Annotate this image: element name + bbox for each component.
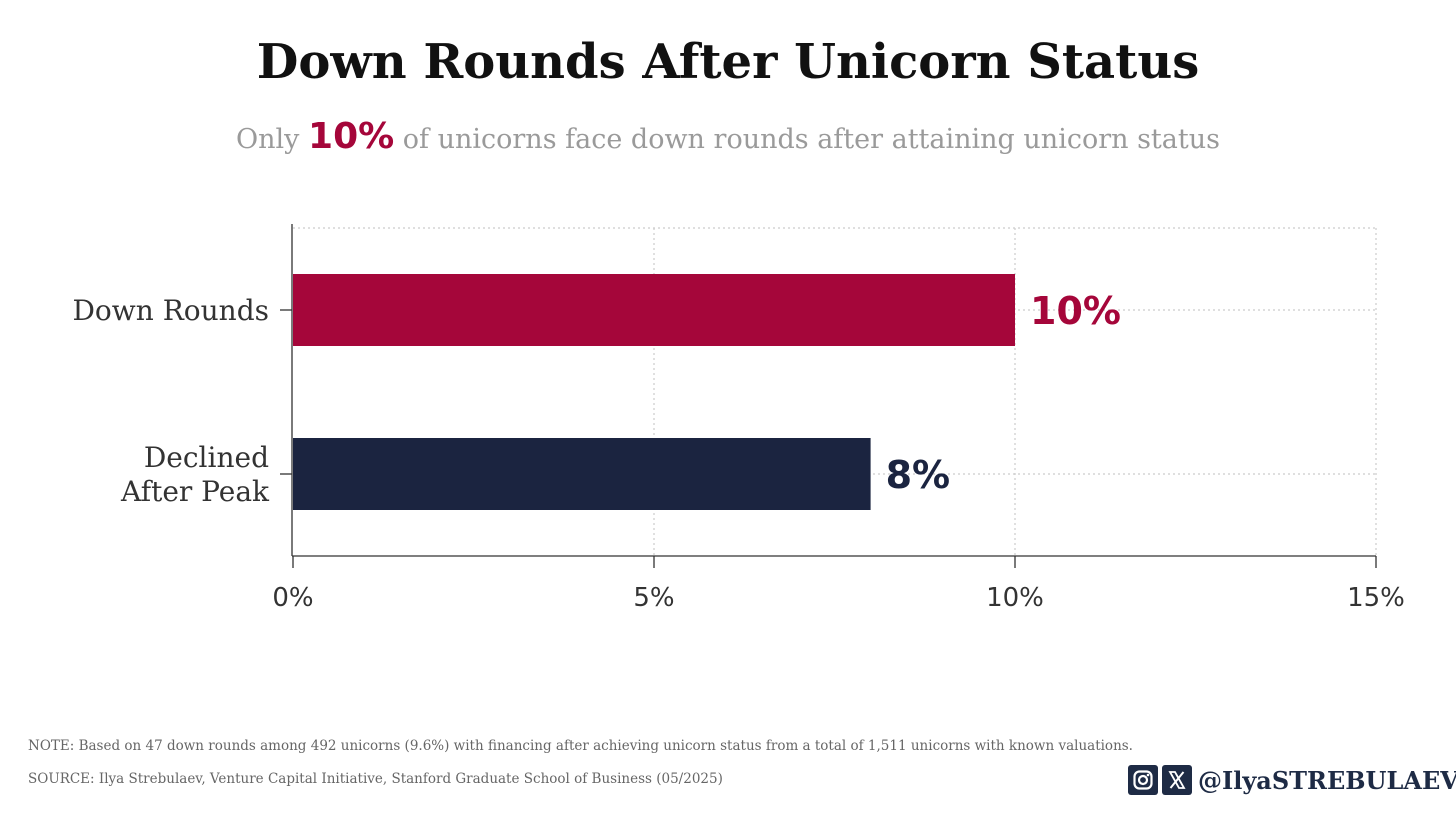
social-handle-text: @IlyaSTREBULAEV bbox=[1198, 765, 1456, 795]
data-label: 8% bbox=[886, 453, 951, 497]
x-icon bbox=[1162, 765, 1192, 795]
chart-subtitle: Only 10% of unicorns face down rounds af… bbox=[0, 116, 1456, 157]
subtitle-suffix: of unicorns face down rounds after attai… bbox=[402, 124, 1220, 155]
category-label: Down Rounds bbox=[72, 294, 269, 327]
instagram-icon bbox=[1128, 765, 1158, 795]
x-tick-label: 0% bbox=[272, 583, 313, 613]
data-label: 10% bbox=[1030, 289, 1121, 333]
footnote-source: SOURCE: Ilya Strebulaev, Venture Capital… bbox=[28, 771, 723, 787]
category-label: After Peak bbox=[120, 475, 270, 508]
footnote-note: NOTE: Based on 47 down rounds among 492 … bbox=[28, 738, 1133, 754]
category-label: Declined bbox=[144, 441, 269, 474]
x-tick-label: 15% bbox=[1347, 583, 1405, 613]
chart-title: Down Rounds After Unicorn Status bbox=[256, 34, 1200, 90]
bar bbox=[293, 274, 1015, 346]
subtitle-highlight: 10% bbox=[308, 116, 395, 157]
bar bbox=[293, 438, 871, 510]
x-tick-label: 10% bbox=[986, 583, 1044, 613]
subtitle-prefix: Only bbox=[236, 124, 300, 155]
bar-chart: 10% 8% 0% 5% 10% 15% Down Rounds DeclinedAfter … bbox=[72, 224, 1405, 613]
x-tick-label: 5% bbox=[633, 583, 674, 613]
social-handle: @IlyaSTREBULAEV bbox=[1128, 762, 1456, 798]
